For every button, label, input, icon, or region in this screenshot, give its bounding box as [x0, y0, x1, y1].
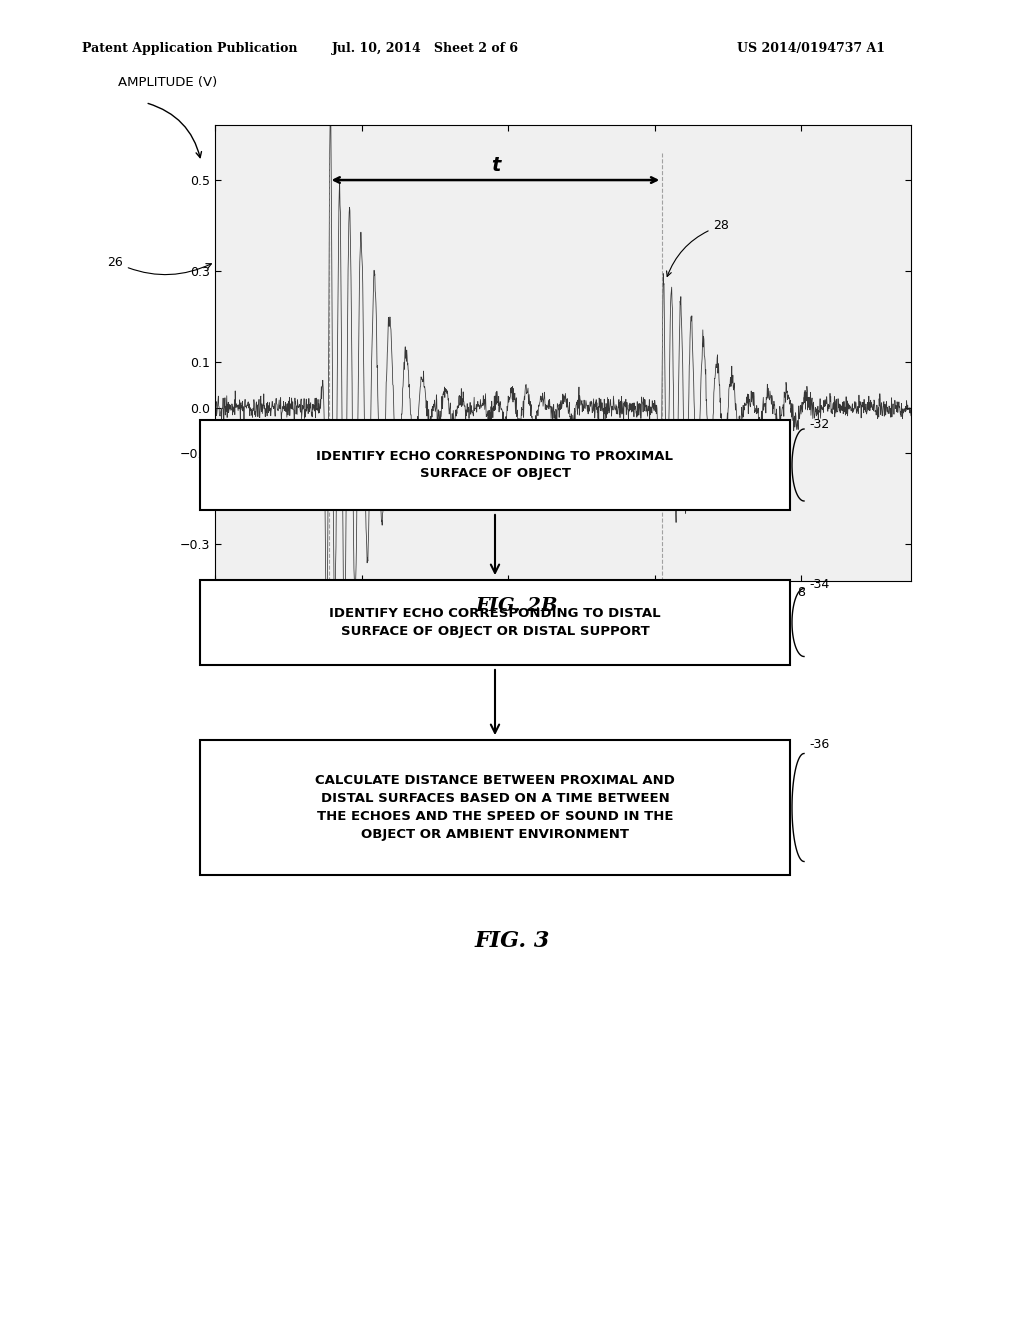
Text: -34: -34: [809, 578, 829, 591]
Text: 28: 28: [667, 219, 729, 276]
Bar: [200, 420, 790, 510]
Text: Patent Application Publication: Patent Application Publication: [82, 42, 297, 55]
Text: IDENTIFY ECHO CORRESPONDING TO DISTAL
SURFACE OF OBJECT OR DISTAL SUPPORT: IDENTIFY ECHO CORRESPONDING TO DISTAL SU…: [329, 607, 660, 638]
Text: Jul. 10, 2014   Sheet 2 of 6: Jul. 10, 2014 Sheet 2 of 6: [332, 42, 518, 55]
Text: FIG. 3: FIG. 3: [474, 931, 550, 952]
Text: US 2014/0194737 A1: US 2014/0194737 A1: [737, 42, 886, 55]
Bar: [200, 741, 790, 875]
Text: IDENTIFY ECHO CORRESPONDING TO PROXIMAL
SURFACE OF OBJECT: IDENTIFY ECHO CORRESPONDING TO PROXIMAL …: [316, 450, 674, 480]
Bar: [200, 579, 790, 665]
Text: CALCULATE DISTANCE BETWEEN PROXIMAL AND
DISTAL SURFACES BASED ON A TIME BETWEEN
: CALCULATE DISTANCE BETWEEN PROXIMAL AND …: [315, 774, 675, 841]
Text: -32: -32: [809, 418, 829, 432]
Text: -36: -36: [809, 738, 829, 751]
Text: AMPLITUDE (V): AMPLITUDE (V): [118, 77, 217, 88]
Text: t: t: [490, 157, 500, 176]
X-axis label: TIME (μS): TIME (μS): [530, 606, 596, 619]
Text: 26: 26: [108, 256, 211, 275]
Text: FIG. 2B: FIG. 2B: [476, 597, 558, 615]
